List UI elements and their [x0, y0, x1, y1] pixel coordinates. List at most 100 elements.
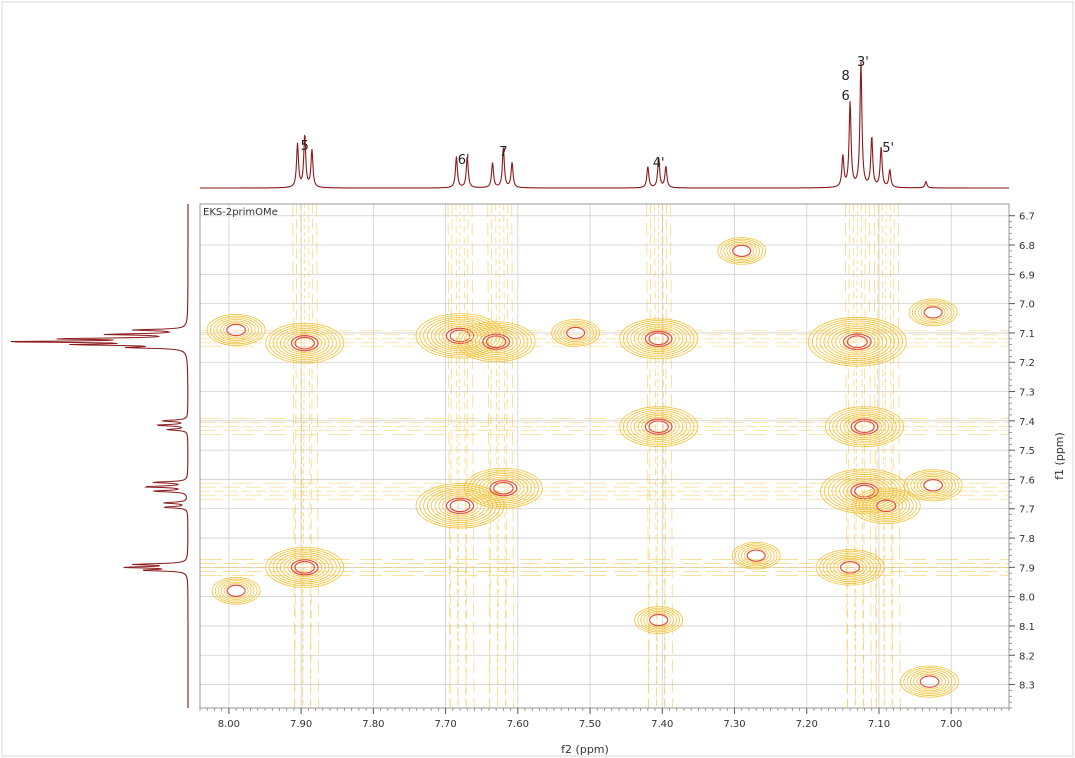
y-tick-label: 7.8 [1019, 534, 1035, 545]
cross-peak-contour [822, 552, 878, 583]
noise-streak [897, 204, 901, 708]
cross-peak-contour [493, 481, 514, 495]
cross-peak-contour [811, 318, 903, 365]
cross-peak-contour [836, 411, 893, 442]
noise-streak [505, 204, 509, 708]
noise-streak [294, 204, 298, 708]
peak-label: 3' [857, 55, 869, 70]
cross-peak-contour [819, 322, 895, 361]
y-tick-label: 7.7 [1019, 505, 1035, 516]
grid-lines [200, 204, 1009, 708]
cross-peak-contour [847, 416, 882, 437]
cross-peak-contour [807, 316, 907, 367]
y-tick-label: 8.2 [1019, 651, 1035, 662]
cross-peak-contour [850, 418, 879, 435]
cross-peak-contour [723, 240, 761, 262]
noise-streak [495, 204, 499, 708]
cross-peak-contour [908, 298, 958, 327]
cross-peak-contour [835, 475, 894, 507]
cross-peak-contour [823, 324, 892, 360]
cross-peak-contour [920, 304, 946, 320]
cross-peak-contour [283, 555, 326, 579]
cross-peak-contour [482, 476, 525, 500]
cross-peak-contour [206, 313, 266, 346]
cross-peak-contour [551, 319, 601, 347]
cross-peak-contour [438, 324, 482, 348]
cross-peak-contour [430, 490, 490, 522]
x-tick-label: 7.10 [868, 719, 890, 730]
cross-peak-contour [566, 326, 586, 340]
cross-peak-contour [415, 483, 505, 529]
cross-peak-contour [829, 556, 871, 579]
cross-peak-contour [467, 469, 540, 507]
cross-peak-contour [872, 497, 900, 514]
cross-peak-contour [862, 492, 911, 519]
y-tick-label: 7.4 [1019, 417, 1035, 428]
cross-peak-contour [438, 494, 482, 518]
cross-peak-contour [471, 471, 536, 506]
cross-peak-contour [467, 326, 525, 357]
cross-peak-contour [626, 321, 691, 356]
cross-peak-contour [903, 469, 963, 502]
cross-peak-contour [485, 478, 521, 498]
noise-streak [846, 204, 850, 708]
cross-peak-contour [214, 578, 258, 604]
cross-peak-contour [826, 554, 874, 581]
cross-peak-contour [746, 549, 766, 562]
cross-peak-contour [619, 406, 699, 448]
noise-streak [889, 204, 893, 708]
cross-peak-contour [923, 479, 944, 492]
cross-peak-contour [854, 420, 875, 434]
noise-streak [854, 204, 858, 708]
cross-peak-contour [717, 237, 767, 265]
cross-peak-contour [913, 474, 953, 497]
cross-peak-contour [485, 335, 507, 349]
cross-peak-contour [220, 581, 252, 600]
noise-streak [873, 204, 877, 708]
cross-peak-contour [819, 550, 881, 584]
cross-peak-contour [907, 470, 960, 500]
peak-label: 5' [882, 141, 894, 156]
cross-peak-contour [641, 329, 677, 349]
y-tick-label: 7.5 [1019, 446, 1035, 457]
peak-label: 7 [499, 145, 507, 160]
x-tick-label: 7.50 [579, 719, 601, 730]
x-axis-label: f2 (ppm) [561, 743, 609, 756]
cross-peak-contour [646, 612, 672, 628]
noise-streak [316, 204, 320, 708]
cross-peak-contour [626, 409, 691, 444]
y-tick-label: 6.8 [1019, 241, 1035, 252]
cross-peak-contour [855, 489, 918, 523]
noise-streak [487, 204, 491, 708]
noise-streak [656, 204, 660, 708]
cross-peak-contour [903, 667, 956, 696]
cross-peak-contour [419, 485, 501, 527]
cross-peak-contour [644, 418, 673, 435]
y-tick-label: 7.9 [1019, 563, 1035, 574]
top-1d-spectrum [200, 61, 1009, 189]
cross-peak-contour [449, 499, 471, 513]
cross-peak-contour [226, 323, 247, 337]
cross-peak-contour [464, 324, 529, 359]
x-tick-label: 7.00 [940, 719, 962, 730]
cross-peak-contour [287, 333, 323, 353]
cross-peak-contour [916, 475, 950, 495]
noise-streak [447, 204, 451, 708]
cross-peak-contour [815, 549, 885, 586]
cross-peak-contour [740, 546, 772, 565]
x-tick-label: 8.00 [218, 719, 240, 730]
cross-peak-contour [211, 576, 261, 605]
cross-peak-contour [276, 552, 334, 583]
noise-streak [449, 204, 453, 708]
top-spectrum-trace [200, 61, 1009, 189]
cross-peak-contour [643, 610, 675, 630]
cross-peak-contour [831, 328, 884, 356]
plot-area [200, 204, 1009, 708]
noise-streak [302, 204, 306, 708]
cross-peak-contour [825, 406, 904, 448]
noise-streak [457, 204, 461, 708]
noise-streak [862, 204, 866, 708]
cross-peak-contour [850, 482, 879, 500]
cross-peak-contour [648, 332, 669, 346]
